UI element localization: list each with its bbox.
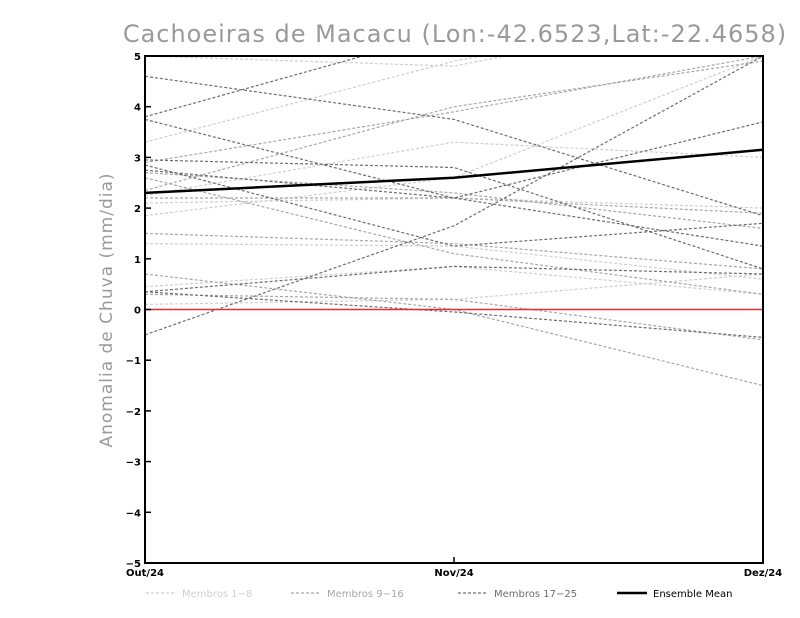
member-line-8 [145,265,763,295]
member-line-12 [145,177,763,295]
legend-label: Membros 17−25 [494,589,577,600]
ensemble-mean-line [145,148,763,195]
legend-label: Membros 9−16 [327,589,404,600]
y-tick-label: −5 [126,559,141,570]
member-line-24 [145,291,763,338]
member-line-23 [145,265,763,293]
member-line-22 [145,164,763,247]
y-tick-label: 2 [134,204,141,215]
member-line-17 [145,56,366,118]
y-tick-label: −4 [126,508,141,519]
member-line-19 [145,118,763,199]
member-line-25 [145,169,763,247]
ticks-layer: −5 −4 −3 −2 −1 0 1 2 3 4 5 Out/24 Nov/24 Dez/24 [126,52,783,579]
x-tick-label: Out/24 [126,568,164,579]
member-line-6 [145,243,763,280]
member-line-15 [145,293,763,341]
y-tick-label: 3 [134,153,141,164]
y-tick-label: 1 [134,255,141,266]
member-line-7 [145,273,763,305]
legend: Membros 1−8 Membros 9−16 Membros 17−25 Ense… [146,589,732,600]
member-line-11 [145,172,763,229]
member-line-9 [145,56,763,164]
member-line-16 [145,232,763,270]
member-line-5 [145,197,763,209]
chart-title: Cachoeiras de Macacu (Lon:-42.6523,Lat:-… [123,20,787,48]
legend-label: Membros 1−8 [182,589,252,600]
member-line-3 [145,56,763,217]
member-line-20 [145,159,763,270]
y-tick-label: 5 [134,52,141,63]
y-axis-label: Anomalia de Chuva (mm/dia) [97,172,117,447]
y-tick-label: −3 [126,458,141,469]
mean-layer [145,148,763,195]
member-line-10 [145,60,763,191]
x-tick-label: Nov/24 [434,568,473,579]
y-tick-label: −1 [126,356,141,367]
y-tick-label: 4 [134,103,141,114]
member-line-21 [145,56,763,336]
legend-label: Ensemble Mean [653,589,732,600]
member-line-13 [145,197,763,214]
series-layer [145,56,763,387]
member-line-18 [145,75,763,217]
member-line-2 [145,56,486,143]
y-tick-label: 0 [134,306,141,317]
x-tick-label: Dez/24 [744,568,783,579]
y-tick-label: −2 [126,407,141,418]
